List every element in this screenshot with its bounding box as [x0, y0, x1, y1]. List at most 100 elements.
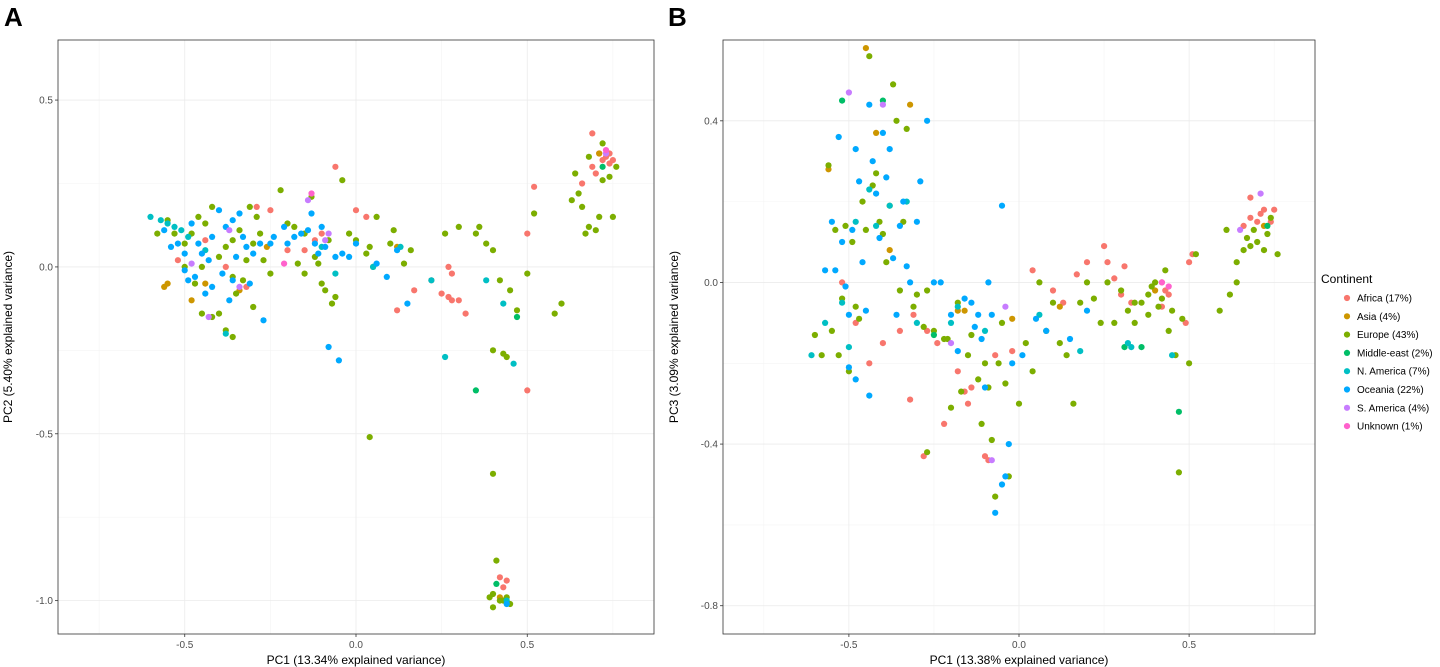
- data-point: [609, 213, 617, 220]
- data-point: [1145, 291, 1152, 298]
- data-point: [442, 353, 449, 361]
- data-point: [507, 287, 514, 294]
- data-point: [852, 303, 859, 310]
- x-tick-label: -0.5: [176, 640, 194, 651]
- data-point: [1237, 226, 1244, 233]
- data-point: [318, 280, 325, 287]
- data-point: [1186, 259, 1193, 266]
- data-point: [260, 317, 267, 324]
- y-tick-label: 0.4: [704, 116, 718, 127]
- data-point: [828, 218, 836, 225]
- data-point: [1043, 327, 1050, 334]
- data-point: [209, 283, 216, 290]
- data-point: [339, 250, 346, 257]
- data-point: [209, 203, 216, 210]
- data-point: [1005, 441, 1012, 448]
- data-point: [1243, 234, 1251, 242]
- data-point: [886, 146, 893, 153]
- legend-key: [1343, 404, 1351, 411]
- data-point: [968, 299, 975, 306]
- data-point: [202, 237, 209, 244]
- data-point: [243, 257, 250, 264]
- data-point: [1104, 259, 1111, 266]
- data-point: [930, 331, 938, 339]
- data-point: [998, 481, 1006, 488]
- data-point: [1077, 299, 1084, 306]
- data-point: [842, 222, 849, 229]
- data-point: [866, 53, 873, 60]
- data-point: [438, 290, 445, 297]
- data-point: [229, 217, 236, 224]
- data-point: [181, 250, 188, 257]
- data-point: [852, 376, 859, 383]
- data-point: [291, 223, 298, 230]
- data-point: [281, 223, 288, 230]
- data-point: [968, 384, 975, 391]
- data-point: [202, 280, 209, 287]
- data-point: [873, 190, 880, 197]
- data-point: [1066, 335, 1074, 343]
- data-point: [260, 257, 267, 264]
- data-point: [246, 203, 253, 210]
- data-point: [975, 376, 982, 383]
- data-point: [346, 253, 353, 260]
- data-point: [568, 197, 575, 204]
- data-point: [510, 360, 517, 367]
- series-middle-east: [472, 163, 606, 588]
- legend-label: Asia (4%): [1357, 312, 1400, 323]
- data-point: [954, 303, 961, 310]
- data-point: [185, 277, 192, 284]
- data-point: [352, 207, 360, 214]
- data-point: [1111, 275, 1118, 282]
- data-point: [246, 280, 253, 287]
- data-point: [579, 203, 586, 210]
- data-point: [852, 146, 859, 153]
- data-point: [1070, 400, 1077, 407]
- legend-label: N. America (7%): [1357, 367, 1430, 378]
- data-point: [924, 449, 931, 456]
- data-point: [198, 250, 205, 257]
- data-point: [873, 222, 880, 229]
- data-point: [209, 233, 216, 240]
- data-point: [1247, 194, 1254, 201]
- data-point: [1138, 344, 1145, 351]
- data-point: [609, 157, 617, 164]
- data-point: [1049, 299, 1057, 306]
- legend-key: [1343, 294, 1351, 302]
- data-point: [277, 187, 284, 194]
- data-point: [896, 222, 904, 229]
- data-point: [606, 173, 613, 180]
- data-point: [985, 279, 992, 286]
- data-point: [592, 227, 599, 234]
- data-point: [995, 360, 1002, 367]
- data-point: [890, 81, 897, 88]
- x-tick-label: 0.0: [1012, 640, 1026, 651]
- data-point: [913, 291, 921, 298]
- y-tick-label: -1.0: [36, 596, 54, 607]
- data-point: [582, 230, 589, 237]
- data-point: [513, 307, 521, 314]
- data-point: [322, 243, 329, 250]
- data-point: [1274, 251, 1281, 258]
- x-axis-title: PC1 (13.34% explained variance): [267, 653, 446, 667]
- data-point: [998, 319, 1006, 326]
- data-point: [1162, 267, 1169, 274]
- series-s-america: [845, 89, 1264, 464]
- data-point: [890, 255, 897, 262]
- data-point: [390, 227, 397, 234]
- data-point: [185, 233, 192, 240]
- data-point: [839, 238, 846, 246]
- data-point: [489, 470, 497, 477]
- data-point: [1247, 243, 1254, 250]
- data-point: [489, 604, 497, 611]
- data-point: [907, 396, 914, 403]
- data-point: [332, 253, 339, 260]
- series-oceania: [161, 207, 510, 608]
- data-point: [161, 227, 168, 234]
- data-point: [998, 202, 1006, 209]
- data-point: [318, 230, 325, 237]
- data-point: [947, 404, 955, 411]
- data-point: [164, 220, 171, 227]
- data-point: [284, 247, 291, 254]
- data-point: [971, 323, 978, 330]
